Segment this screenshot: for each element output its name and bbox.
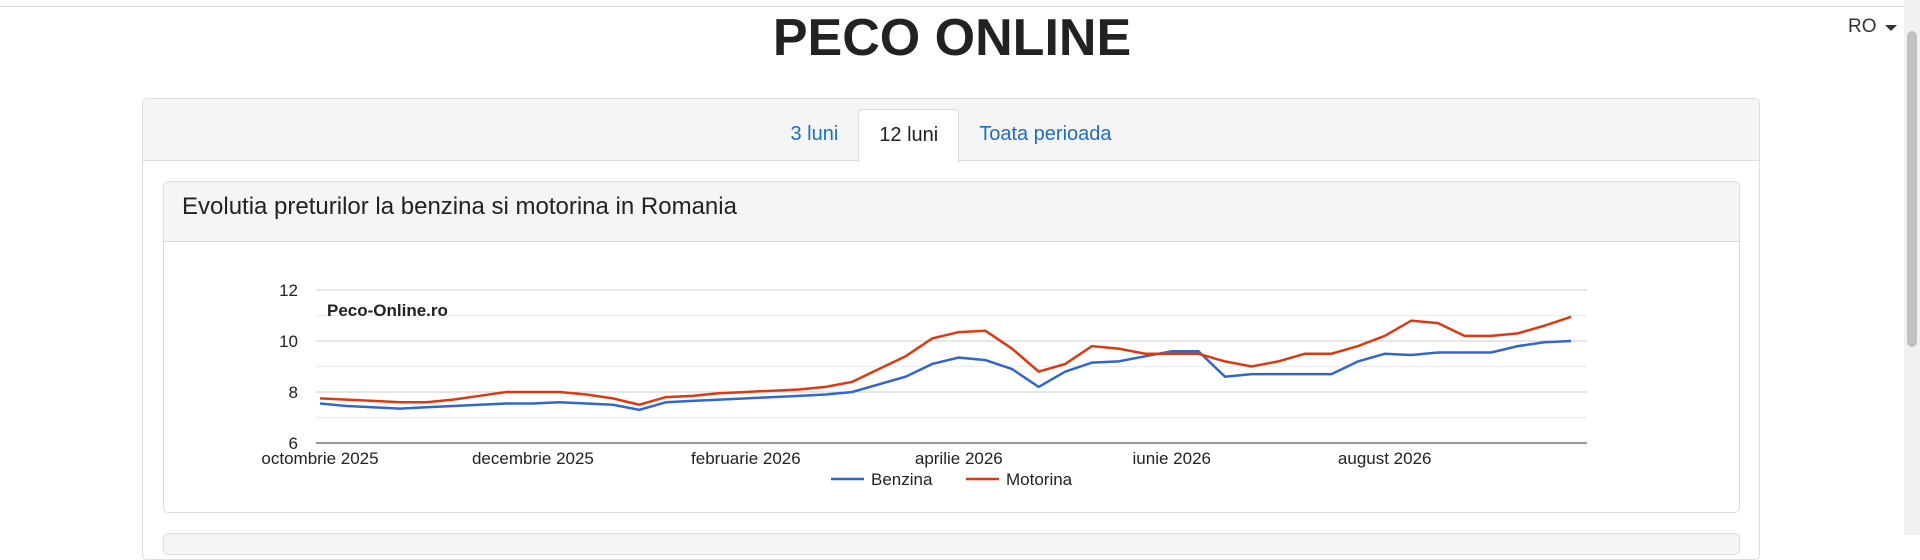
x-tick-label: decembrie 2025 (472, 449, 594, 468)
card-title: Evolutia preturilor la benzina si motori… (182, 193, 737, 220)
x-tick-label: octombrie 2025 (261, 449, 378, 468)
top-border (0, 6, 1904, 7)
y-tick-label: 10 (279, 332, 298, 351)
tab[interactable]: 3 luni (790, 123, 839, 145)
x-tick-label: februarie 2026 (691, 449, 801, 468)
site-title: PECO ONLINE (772, 9, 1132, 67)
x-tick-label: iunie 2026 (1133, 449, 1211, 468)
dropdown-caret[interactable] (1885, 25, 1897, 31)
tab[interactable]: Toata perioada (979, 123, 1112, 145)
line-series (319, 339, 1572, 412)
x-tick-label: august 2026 (1338, 449, 1432, 468)
language-selector[interactable]: RO (1848, 16, 1877, 37)
tab[interactable]: 12 luni (858, 109, 960, 163)
tabs: 3 luni 12 luni Toata perioada (143, 109, 1759, 163)
y-tick-label: 12 (279, 281, 298, 300)
legend-label: Motorina (1006, 470, 1073, 489)
chart: 6 8 10 12 octombrie 2025 decembrie 2025 februa… (261, 281, 1587, 489)
y-tick-label: 6 (289, 434, 298, 453)
x-tick-label: aprilie 2026 (915, 449, 1003, 468)
next-card (163, 533, 1740, 555)
line-series (319, 315, 1572, 407)
watermark: Peco-Online.ro (327, 301, 448, 320)
scrollbar-thumb[interactable] (1907, 31, 1917, 347)
y-tick-label: 8 (289, 383, 298, 402)
card-header (164, 182, 1739, 242)
legend-label: Benzina (871, 470, 933, 489)
